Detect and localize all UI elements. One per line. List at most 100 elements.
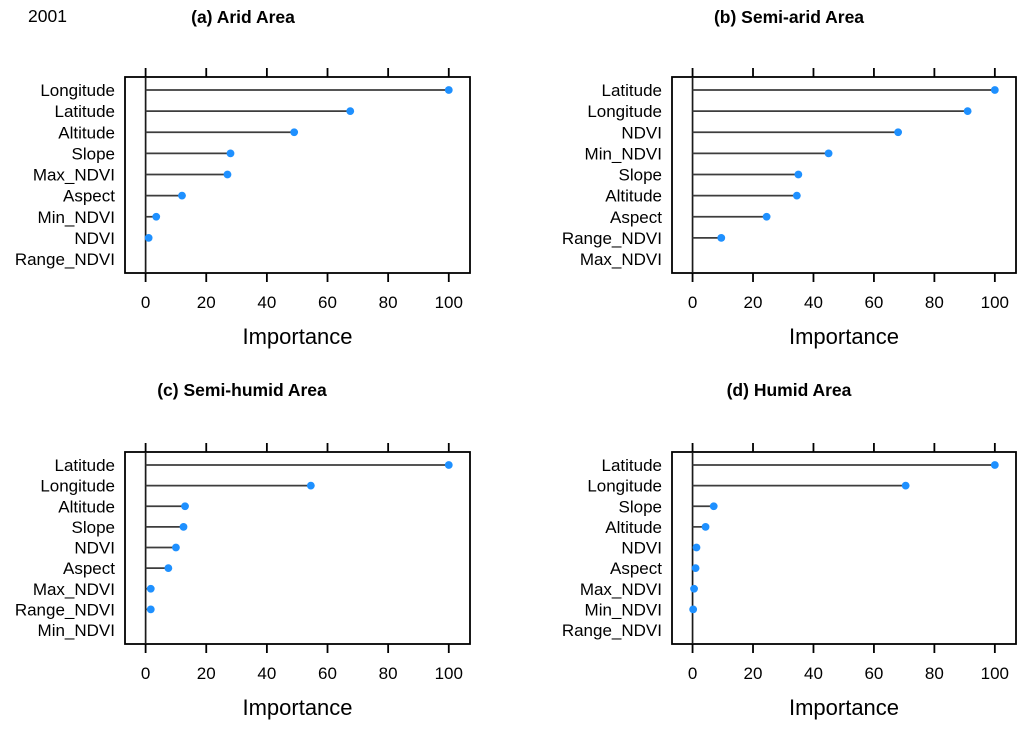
category-label: Latitude [602,456,663,475]
category-label: Range_NDVI [15,250,115,269]
data-point-dot [690,584,698,593]
x-tick-label: 40 [257,664,276,683]
category-label: Longitude [40,477,115,496]
data-point-dot [990,86,999,94]
x-tick-label: 0 [141,664,150,683]
panel-a-chart: (a) Arid Area 0 20 40 60 80 100 Importance Longi… [15,7,471,349]
data-point-dot [306,481,315,490]
x-tick-label: 20 [197,293,216,312]
category-label: Min_NDVI [38,208,115,227]
category-label: Range_NDVI [562,229,662,248]
data-point-dot [444,86,453,94]
category-label: NDVI [74,229,115,248]
data-point-dot [963,107,972,116]
category-label: Longitude [40,81,115,100]
x-tick-label: 100 [435,293,463,312]
x-tick-label: 20 [744,293,763,312]
data-point-dot [709,502,718,511]
x-tick-label: 0 [141,293,150,312]
data-point-dot [692,543,701,552]
data-point-dot [146,605,155,614]
x-tick-label: 80 [379,664,398,683]
x-tick-label: 40 [804,664,823,683]
category-label: Slope [619,166,662,185]
category-label: Altitude [605,187,662,206]
data-point-dot [226,149,235,158]
x-tick-label: 20 [744,664,763,683]
category-label: Range_NDVI [562,621,662,640]
category-label: NDVI [621,123,662,142]
x-tick-label: 100 [981,293,1009,312]
x-tick-label: 80 [925,664,944,683]
x-tick-label: 40 [257,293,276,312]
category-label: Aspect [610,559,662,578]
data-point-dot [223,170,232,179]
data-point-dot [901,481,910,490]
category-label: Altitude [58,497,115,516]
panel-title: (b) Semi-arid Area [714,7,864,27]
x-tick-label: 60 [864,664,883,683]
category-label: NDVI [74,539,115,558]
panel-title: (d) Humid Area [727,380,852,400]
data-point-dot [717,233,726,242]
panel-c-chart: (c) Semi-humid Area 0 20 40 60 80 100 Importanc… [15,380,471,720]
x-tick-label: 0 [688,293,697,312]
category-label: Longitude [587,102,662,121]
category-label: Slope [72,518,115,537]
data-point-dot [164,564,173,573]
category-label: Latitude [55,456,116,475]
category-label: Range_NDVI [15,600,115,619]
data-point-dot [794,170,803,179]
category-label: NDVI [621,539,662,558]
category-label: Altitude [58,123,115,142]
panel-b-chart: (b) Semi-arid Area 0 20 40 60 80 100 Importance… [562,7,1017,349]
x-axis-label: Importance [789,695,899,720]
category-label: Altitude [605,518,662,537]
x-tick-label: 60 [318,293,337,312]
x-tick-label: 80 [925,293,944,312]
data-point-dot [172,543,180,552]
panel-title: (a) Arid Area [191,7,295,27]
category-label: Min_NDVI [38,621,115,640]
category-label: Max_NDVI [33,580,115,599]
x-tick-label: 60 [318,664,337,683]
data-point-dot [290,128,299,137]
category-label: Latitude [602,81,663,100]
panel-d-chart: (d) Humid Area 0 20 40 60 80 100 Importance Lati… [562,380,1017,720]
category-label: Aspect [610,208,662,227]
data-point-dot [152,212,161,221]
category-label: Max_NDVI [580,580,662,599]
data-point-dot [181,502,189,511]
data-point-dot [444,461,453,469]
category-label: Max_NDVI [33,166,115,185]
x-axis-label: Importance [242,695,352,720]
x-tick-label: 100 [981,664,1009,683]
data-point-dot [689,605,698,614]
category-label: Slope [619,497,662,516]
data-point-dot [691,564,700,573]
x-tick-label: 80 [379,293,398,312]
panel-title: (c) Semi-humid Area [157,380,327,400]
data-point-dot [346,107,355,116]
plot-box [124,451,471,645]
x-axis-label: Importance [789,324,899,349]
plot-box [124,76,471,274]
category-label: Max_NDVI [580,250,662,269]
category-label: Longitude [587,477,662,496]
data-point-dot [144,233,153,242]
category-label: Latitude [55,102,116,121]
data-point-dot [762,212,771,221]
x-tick-label: 20 [197,664,216,683]
category-label: Slope [72,144,115,163]
category-label: Aspect [63,187,115,206]
category-label: Min_NDVI [585,144,662,163]
year-label: 2001 [28,6,67,26]
category-label: Aspect [63,559,115,578]
plot-box [671,76,1017,274]
data-point-dot [894,128,903,137]
category-label: Min_NDVI [585,600,662,619]
data-point-dot [178,191,186,200]
data-point-dot [701,522,710,531]
x-tick-label: 0 [688,664,697,683]
